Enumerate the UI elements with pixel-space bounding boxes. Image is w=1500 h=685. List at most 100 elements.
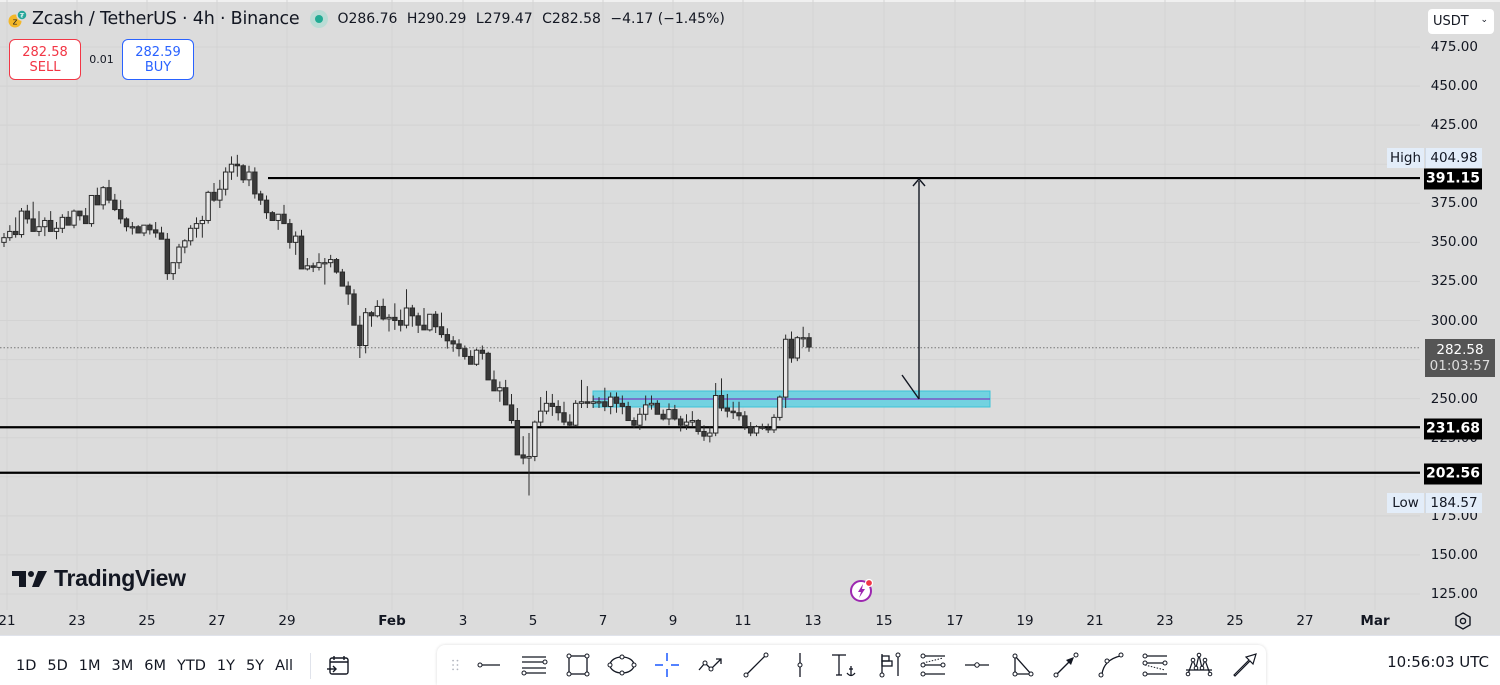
current-price-value: 282.58: [1436, 342, 1484, 358]
horizontal-ray-tool[interactable]: [467, 647, 511, 683]
pitchfork-channel-icon: [1142, 653, 1168, 677]
flag-pin-icon: [879, 652, 901, 678]
buy-label: BUY: [144, 59, 172, 75]
range-button-6m[interactable]: 6M: [144, 658, 167, 674]
time-axis[interactable]: 21 23 25 27 29 Feb 3 5 7 9 11 13 15 17 19 21 23 25 27 Mar: [0, 610, 1420, 634]
range-button-3m[interactable]: 3M: [111, 658, 134, 674]
support-line-label-1: 231.68: [1424, 418, 1482, 440]
date-tick-label: 13: [804, 613, 822, 629]
rectangle-tool[interactable]: [556, 647, 600, 683]
sell-price: 282.58: [22, 44, 68, 60]
date-tick-label: 11: [734, 613, 752, 629]
sell-button[interactable]: 282.58 SELL: [9, 39, 81, 80]
date-tick-label: 21: [1086, 613, 1104, 629]
path-tool[interactable]: [689, 647, 733, 683]
range-button-1d[interactable]: 1D: [16, 658, 37, 674]
price-tick-label: 375.00: [1430, 195, 1478, 212]
candlestick-series[interactable]: [1, 154, 812, 496]
current-price-label: 282.58 01:03:57: [1425, 339, 1495, 377]
elliott-wave-tool[interactable]: [1177, 647, 1221, 683]
curve-tool[interactable]: [1088, 647, 1132, 683]
trend-line-tool[interactable]: [733, 647, 777, 683]
range-button-ytd[interactable]: YTD: [177, 658, 206, 674]
horizontal-point-tool[interactable]: [955, 647, 999, 683]
tradingview-watermark[interactable]: TradingView: [12, 565, 186, 592]
price-tick-label: 425.00: [1430, 117, 1478, 134]
range-button-5y[interactable]: 5Y: [246, 658, 265, 674]
rectangle-icon: [566, 653, 590, 677]
currency-select[interactable]: USDT ⌄: [1428, 9, 1494, 34]
arrow-tool[interactable]: [1222, 647, 1266, 683]
chart-settings-icon[interactable]: [1453, 611, 1473, 631]
drawing-toolbar: [437, 645, 1266, 685]
change-value: −4.17 (−1.45%): [610, 11, 725, 27]
range-button-all[interactable]: All: [275, 658, 294, 674]
arrow-marker-tool[interactable]: [1044, 647, 1088, 683]
date-tick-label: Mar: [1360, 613, 1390, 629]
svg-text:₮: ₮: [20, 12, 25, 20]
buy-price: 282.59: [135, 44, 181, 60]
regression-trend-tool[interactable]: [911, 647, 955, 683]
regression-trend-icon: [920, 653, 946, 677]
horizontal-ray-icon: [477, 662, 501, 668]
bar-countdown: 01:03:57: [1429, 358, 1491, 374]
date-range-selector: 1D 5D 1M 3M 6M YTD 1Y 5Y All: [16, 653, 351, 679]
date-tick-label: 17: [946, 613, 964, 629]
chart-pane[interactable]: [0, 0, 1420, 610]
drag-handle-tool[interactable]: [445, 647, 467, 683]
go-to-date-icon[interactable]: [325, 653, 351, 679]
parallel-channel-icon: [521, 656, 548, 676]
price-tick-label: 150.00: [1430, 546, 1478, 563]
high-tag: High: [1387, 148, 1424, 168]
price-tick-label: 300.00: [1430, 312, 1478, 329]
top-border: [0, 0, 1500, 2]
arrow-head-icon: [912, 177, 926, 187]
range-divider: [310, 653, 312, 679]
flag-pin-tool[interactable]: [867, 647, 911, 683]
date-tick-label: 3: [458, 613, 468, 629]
curve-icon: [1098, 652, 1124, 678]
date-tick-label: 21: [0, 613, 16, 629]
triangle-tool[interactable]: [1000, 647, 1044, 683]
price-tick-label: 125.00: [1430, 586, 1478, 602]
symbol-legend: z ₮ Zcash / TetherUS · 4h · Binance O286…: [8, 9, 730, 29]
range-button-1m[interactable]: 1M: [78, 658, 101, 674]
svg-text:z: z: [13, 18, 18, 28]
horizontal-point-icon: [965, 662, 990, 668]
pitchfork-channel-tool[interactable]: [1133, 647, 1177, 683]
date-tick-label: 23: [1156, 613, 1174, 629]
drag-handle-icon: [452, 659, 459, 671]
symbol-title[interactable]: Zcash / TetherUS · 4h · Binance: [32, 9, 300, 29]
range-button-5d[interactable]: 5D: [47, 658, 68, 674]
date-tick-label: 25: [138, 613, 156, 629]
utc-clock[interactable]: 10:56:03 UTC: [1387, 653, 1489, 671]
crosshair-tool[interactable]: [645, 647, 689, 683]
support-line-label-2: 202.56: [1424, 463, 1482, 485]
date-tick-label: 29: [278, 613, 296, 629]
parallel-channel-tool[interactable]: [511, 647, 555, 683]
buy-button[interactable]: 282.59 BUY: [122, 39, 194, 80]
anchored-text-tool[interactable]: [822, 647, 866, 683]
close-value: C282.58: [542, 11, 601, 27]
date-tick-label: 27: [208, 613, 226, 629]
date-tick-label: 27: [1296, 613, 1314, 629]
date-tick-label: 15: [875, 613, 893, 629]
path-icon: [698, 658, 722, 672]
lightning-alert-icon[interactable]: [848, 577, 876, 605]
trade-buttons: 282.58 SELL 0.01 282.59 BUY: [9, 39, 194, 80]
projection-leg-line[interactable]: [901, 374, 920, 400]
currency-value: USDT: [1433, 14, 1469, 29]
sell-label: SELL: [29, 59, 61, 75]
date-tick-label: Feb: [378, 613, 406, 629]
range-button-1y[interactable]: 1Y: [216, 658, 236, 674]
low-value-label: 184.57: [1425, 493, 1482, 513]
price-axis[interactable]: 475.00 450.00 425.00 375.00 350.00 325.00 300.…: [1420, 0, 1500, 610]
ellipse-tool[interactable]: [600, 647, 644, 683]
date-tick-label: 19: [1016, 613, 1034, 629]
vertical-line-icon: [797, 653, 803, 677]
price-tick-label: 450.00: [1430, 78, 1478, 95]
date-tick-label: 25: [1226, 613, 1244, 629]
market-status-icon[interactable]: [310, 10, 329, 28]
vertical-line-tool[interactable]: [778, 647, 822, 683]
